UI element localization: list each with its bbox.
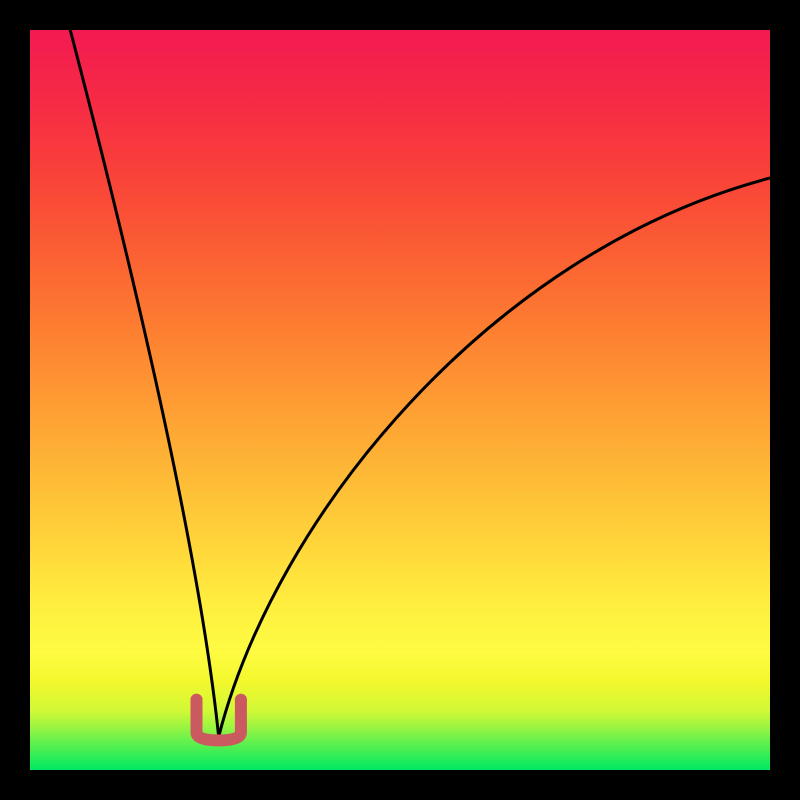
curve-layer <box>30 30 770 770</box>
bottleneck-curve <box>51 30 770 737</box>
plot-area <box>30 30 770 770</box>
chart-root: TheBottleneck.com <box>0 0 800 800</box>
optimal-marker-dot-left <box>191 694 203 706</box>
optimal-marker-dot-right <box>235 694 247 706</box>
